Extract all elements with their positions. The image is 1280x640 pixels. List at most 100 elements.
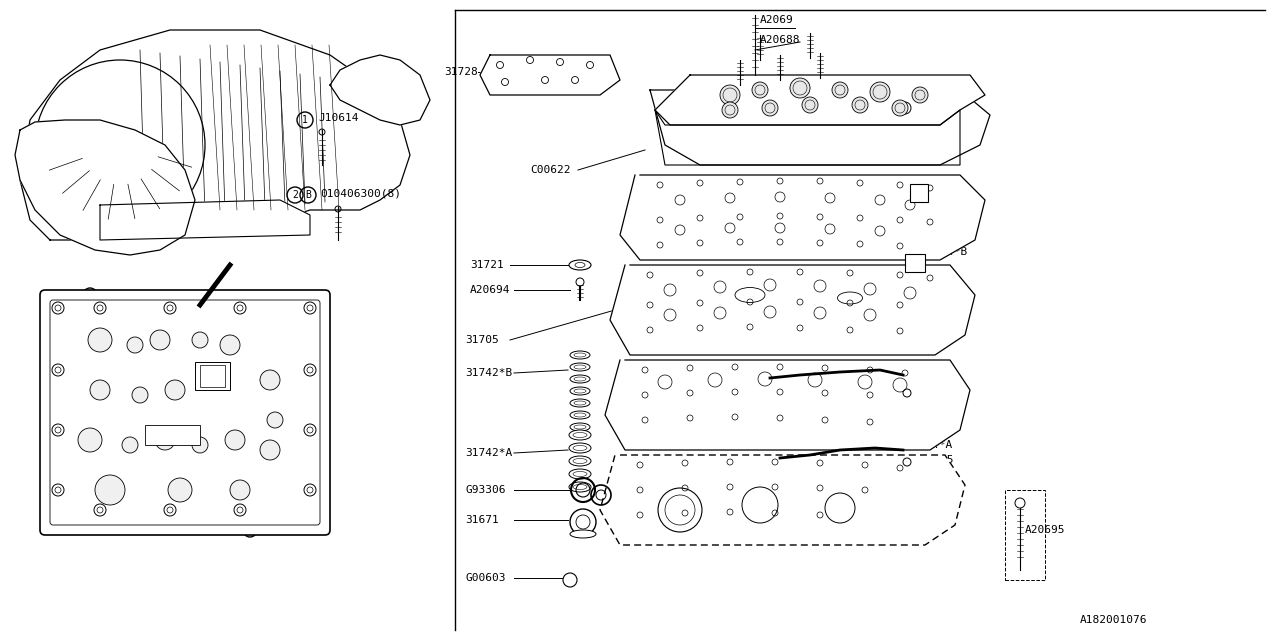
FancyBboxPatch shape	[40, 290, 330, 535]
Circle shape	[127, 337, 143, 353]
Circle shape	[305, 484, 316, 496]
Ellipse shape	[570, 469, 591, 479]
Polygon shape	[20, 30, 410, 240]
Polygon shape	[15, 120, 195, 255]
Ellipse shape	[570, 411, 590, 419]
Circle shape	[78, 428, 102, 452]
Ellipse shape	[570, 399, 590, 407]
Circle shape	[570, 509, 596, 535]
Polygon shape	[620, 175, 986, 260]
Circle shape	[832, 82, 849, 98]
Circle shape	[90, 380, 110, 400]
Ellipse shape	[570, 443, 591, 453]
Circle shape	[93, 302, 106, 314]
Polygon shape	[100, 200, 310, 240]
Ellipse shape	[570, 351, 590, 359]
Circle shape	[260, 370, 280, 390]
Circle shape	[305, 424, 316, 436]
Polygon shape	[330, 55, 430, 125]
Text: G00603: G00603	[465, 573, 506, 583]
Ellipse shape	[570, 363, 590, 371]
Circle shape	[220, 335, 241, 355]
Circle shape	[95, 475, 125, 505]
Circle shape	[790, 78, 810, 98]
Polygon shape	[480, 55, 620, 95]
Circle shape	[762, 100, 778, 116]
Circle shape	[52, 302, 64, 314]
Ellipse shape	[570, 260, 591, 270]
Text: 31705: 31705	[465, 335, 499, 345]
Ellipse shape	[570, 375, 590, 383]
Circle shape	[52, 364, 64, 376]
Bar	[145, 425, 200, 445]
Circle shape	[305, 302, 316, 314]
Text: 2: 2	[292, 190, 298, 200]
Circle shape	[234, 302, 246, 314]
Circle shape	[230, 480, 250, 500]
Text: C00622: C00622	[530, 165, 571, 175]
Ellipse shape	[570, 423, 590, 431]
Text: 010406300(8): 010406300(8)	[320, 188, 401, 198]
Bar	[195, 362, 230, 390]
Circle shape	[93, 504, 106, 516]
Text: A20694: A20694	[470, 285, 511, 295]
Text: A20688: A20688	[760, 35, 800, 45]
Circle shape	[192, 332, 209, 348]
Circle shape	[168, 478, 192, 502]
Circle shape	[870, 82, 890, 102]
Circle shape	[150, 330, 170, 350]
Bar	[905, 254, 925, 272]
Circle shape	[122, 437, 138, 453]
Circle shape	[260, 440, 280, 460]
Text: 2: 2	[247, 525, 253, 535]
Text: 2: 2	[307, 345, 312, 355]
Circle shape	[803, 97, 818, 113]
Bar	[1005, 490, 1044, 580]
FancyBboxPatch shape	[50, 300, 320, 525]
Circle shape	[721, 85, 740, 105]
Circle shape	[225, 430, 244, 450]
Circle shape	[234, 504, 246, 516]
Text: A20695: A20695	[1025, 525, 1065, 535]
Polygon shape	[600, 455, 965, 545]
Circle shape	[722, 102, 739, 118]
Bar	[200, 365, 225, 387]
Ellipse shape	[570, 387, 590, 395]
Ellipse shape	[570, 430, 591, 440]
Polygon shape	[605, 360, 970, 450]
Circle shape	[164, 504, 177, 516]
Circle shape	[913, 87, 928, 103]
Text: 31742*B: 31742*B	[465, 368, 512, 378]
Text: 2: 2	[87, 290, 93, 300]
Text: C00622: C00622	[913, 100, 954, 110]
Text: 31721: 31721	[470, 260, 504, 270]
Polygon shape	[655, 75, 986, 125]
Circle shape	[35, 60, 205, 230]
Text: 1: 1	[55, 370, 61, 380]
Text: G93306: G93306	[465, 485, 506, 495]
Circle shape	[892, 100, 908, 116]
Circle shape	[132, 387, 148, 403]
Circle shape	[852, 97, 868, 113]
Text: 31742*A: 31742*A	[465, 448, 512, 458]
Circle shape	[305, 364, 316, 376]
Text: 31884*A: 31884*A	[905, 440, 952, 450]
Text: 31835*A: 31835*A	[905, 365, 952, 375]
Polygon shape	[655, 110, 960, 165]
Bar	[910, 184, 928, 202]
Circle shape	[268, 412, 283, 428]
Circle shape	[164, 302, 177, 314]
Text: 31835*B: 31835*B	[920, 180, 968, 190]
Text: 31884*B: 31884*B	[920, 247, 968, 257]
Text: G00505: G00505	[913, 388, 954, 398]
Text: 1: 1	[302, 115, 308, 125]
Text: A2069: A2069	[760, 15, 794, 25]
Ellipse shape	[570, 482, 591, 492]
Text: 31728: 31728	[444, 67, 477, 77]
Ellipse shape	[570, 530, 596, 538]
Text: B: B	[305, 190, 311, 200]
Circle shape	[52, 484, 64, 496]
Circle shape	[165, 380, 186, 400]
Circle shape	[753, 82, 768, 98]
Polygon shape	[611, 265, 975, 355]
